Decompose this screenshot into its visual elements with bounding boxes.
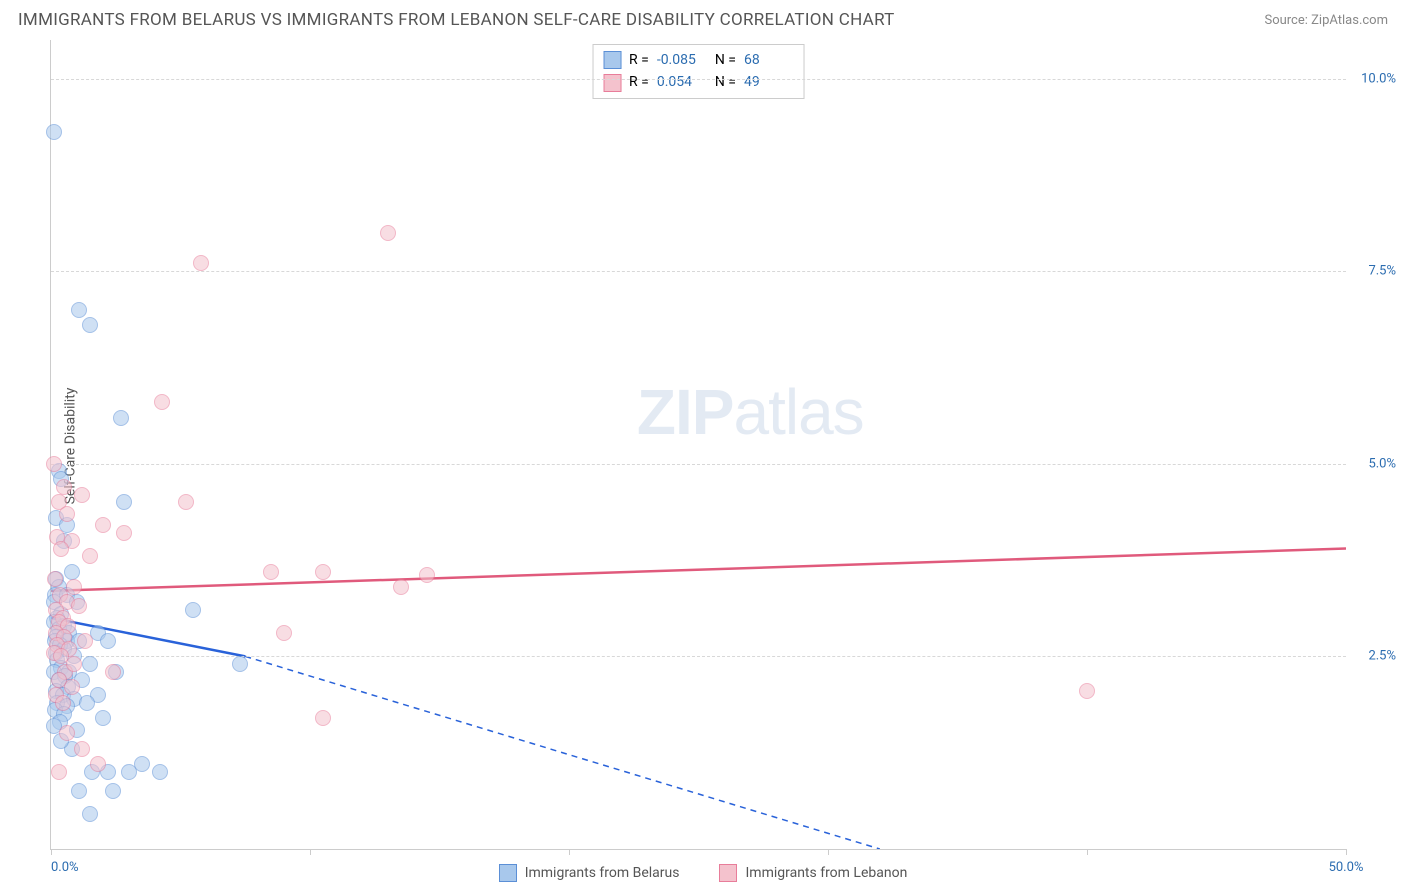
data-point bbox=[393, 579, 409, 595]
data-point bbox=[154, 394, 170, 410]
data-point bbox=[71, 783, 87, 799]
n-prefix: N = bbox=[715, 71, 736, 93]
header-row: IMMIGRANTS FROM BELARUS VS IMMIGRANTS FR… bbox=[0, 0, 1406, 36]
data-point bbox=[74, 741, 90, 757]
data-point bbox=[100, 633, 116, 649]
data-point bbox=[1079, 683, 1095, 699]
data-point bbox=[315, 564, 331, 580]
x-tick bbox=[1346, 849, 1347, 855]
y-tick-label: 5.0% bbox=[1351, 456, 1396, 471]
data-point bbox=[74, 487, 90, 503]
data-point bbox=[193, 255, 209, 271]
x-tick bbox=[828, 849, 829, 855]
swatch-series-1 bbox=[603, 51, 621, 69]
data-point bbox=[90, 756, 106, 772]
chart-container: IMMIGRANTS FROM BELARUS VS IMMIGRANTS FR… bbox=[0, 0, 1406, 892]
data-point bbox=[47, 571, 63, 587]
data-point bbox=[59, 506, 75, 522]
data-point bbox=[95, 517, 111, 533]
plot-area: ZIPatlas R = -0.085 N = 68 R = 0.054 N =… bbox=[50, 40, 1346, 850]
r-value-1: -0.085 bbox=[657, 49, 707, 71]
data-point bbox=[232, 656, 248, 672]
data-point bbox=[263, 564, 279, 580]
data-point bbox=[105, 664, 121, 680]
data-point bbox=[71, 598, 87, 614]
data-point bbox=[55, 695, 71, 711]
swatch-series-2-icon bbox=[719, 864, 737, 882]
y-tick-label: 7.5% bbox=[1351, 264, 1396, 279]
data-point bbox=[66, 656, 82, 672]
data-point bbox=[51, 764, 67, 780]
data-point bbox=[113, 410, 129, 426]
gridline bbox=[51, 464, 1346, 465]
data-point bbox=[64, 564, 80, 580]
legend-stats-box: R = -0.085 N = 68 R = 0.054 N = 49 bbox=[592, 44, 805, 99]
legend-stats-row-2: R = 0.054 N = 49 bbox=[603, 71, 794, 93]
data-point bbox=[178, 494, 194, 510]
data-point bbox=[77, 633, 93, 649]
y-tick-label: 10.0% bbox=[1351, 71, 1396, 86]
n-value-1: 68 bbox=[744, 49, 794, 71]
data-point bbox=[82, 317, 98, 333]
y-tick-label: 2.5% bbox=[1351, 649, 1396, 664]
data-point bbox=[64, 679, 80, 695]
x-tick bbox=[310, 849, 311, 855]
data-point bbox=[134, 756, 150, 772]
data-point bbox=[56, 479, 72, 495]
r-value-2: 0.054 bbox=[657, 71, 707, 93]
x-tick bbox=[51, 849, 52, 855]
n-value-2: 49 bbox=[744, 71, 794, 93]
data-point bbox=[46, 456, 62, 472]
data-point bbox=[276, 625, 292, 641]
gridline bbox=[51, 79, 1346, 80]
legend-label-1: Immigrants from Belarus bbox=[525, 865, 680, 881]
source-label: Source: ZipAtlas.com bbox=[1264, 13, 1388, 28]
data-point bbox=[116, 525, 132, 541]
legend-item-2: Immigrants from Lebanon bbox=[719, 864, 907, 882]
n-prefix: N = bbox=[715, 49, 736, 71]
data-point bbox=[95, 710, 111, 726]
data-point bbox=[116, 494, 132, 510]
chart-title: IMMIGRANTS FROM BELARUS VS IMMIGRANTS FR… bbox=[18, 10, 895, 30]
data-point bbox=[380, 225, 396, 241]
r-prefix: R = bbox=[629, 49, 649, 71]
data-point bbox=[185, 602, 201, 618]
gridline bbox=[51, 271, 1346, 272]
data-point bbox=[82, 806, 98, 822]
data-point bbox=[66, 579, 82, 595]
x-tick bbox=[569, 849, 570, 855]
watermark: ZIPatlas bbox=[637, 375, 864, 449]
data-point bbox=[105, 783, 121, 799]
legend-label-2: Immigrants from Lebanon bbox=[745, 865, 907, 881]
swatch-series-1-icon bbox=[499, 864, 517, 882]
legend-stats-row-1: R = -0.085 N = 68 bbox=[603, 49, 794, 71]
legend-item-1: Immigrants from Belarus bbox=[499, 864, 680, 882]
data-point bbox=[82, 548, 98, 564]
data-point bbox=[53, 541, 69, 557]
x-tick bbox=[1087, 849, 1088, 855]
data-point bbox=[46, 124, 62, 140]
swatch-series-2 bbox=[603, 74, 621, 92]
data-point bbox=[152, 764, 168, 780]
legend-bottom: Immigrants from Belarus Immigrants from … bbox=[0, 864, 1406, 882]
data-point bbox=[82, 656, 98, 672]
data-point bbox=[79, 695, 95, 711]
data-point bbox=[315, 710, 331, 726]
data-point bbox=[59, 725, 75, 741]
r-prefix: R = bbox=[629, 71, 649, 93]
data-point bbox=[419, 567, 435, 583]
data-point bbox=[71, 302, 87, 318]
trend-lines-layer bbox=[51, 40, 1346, 849]
